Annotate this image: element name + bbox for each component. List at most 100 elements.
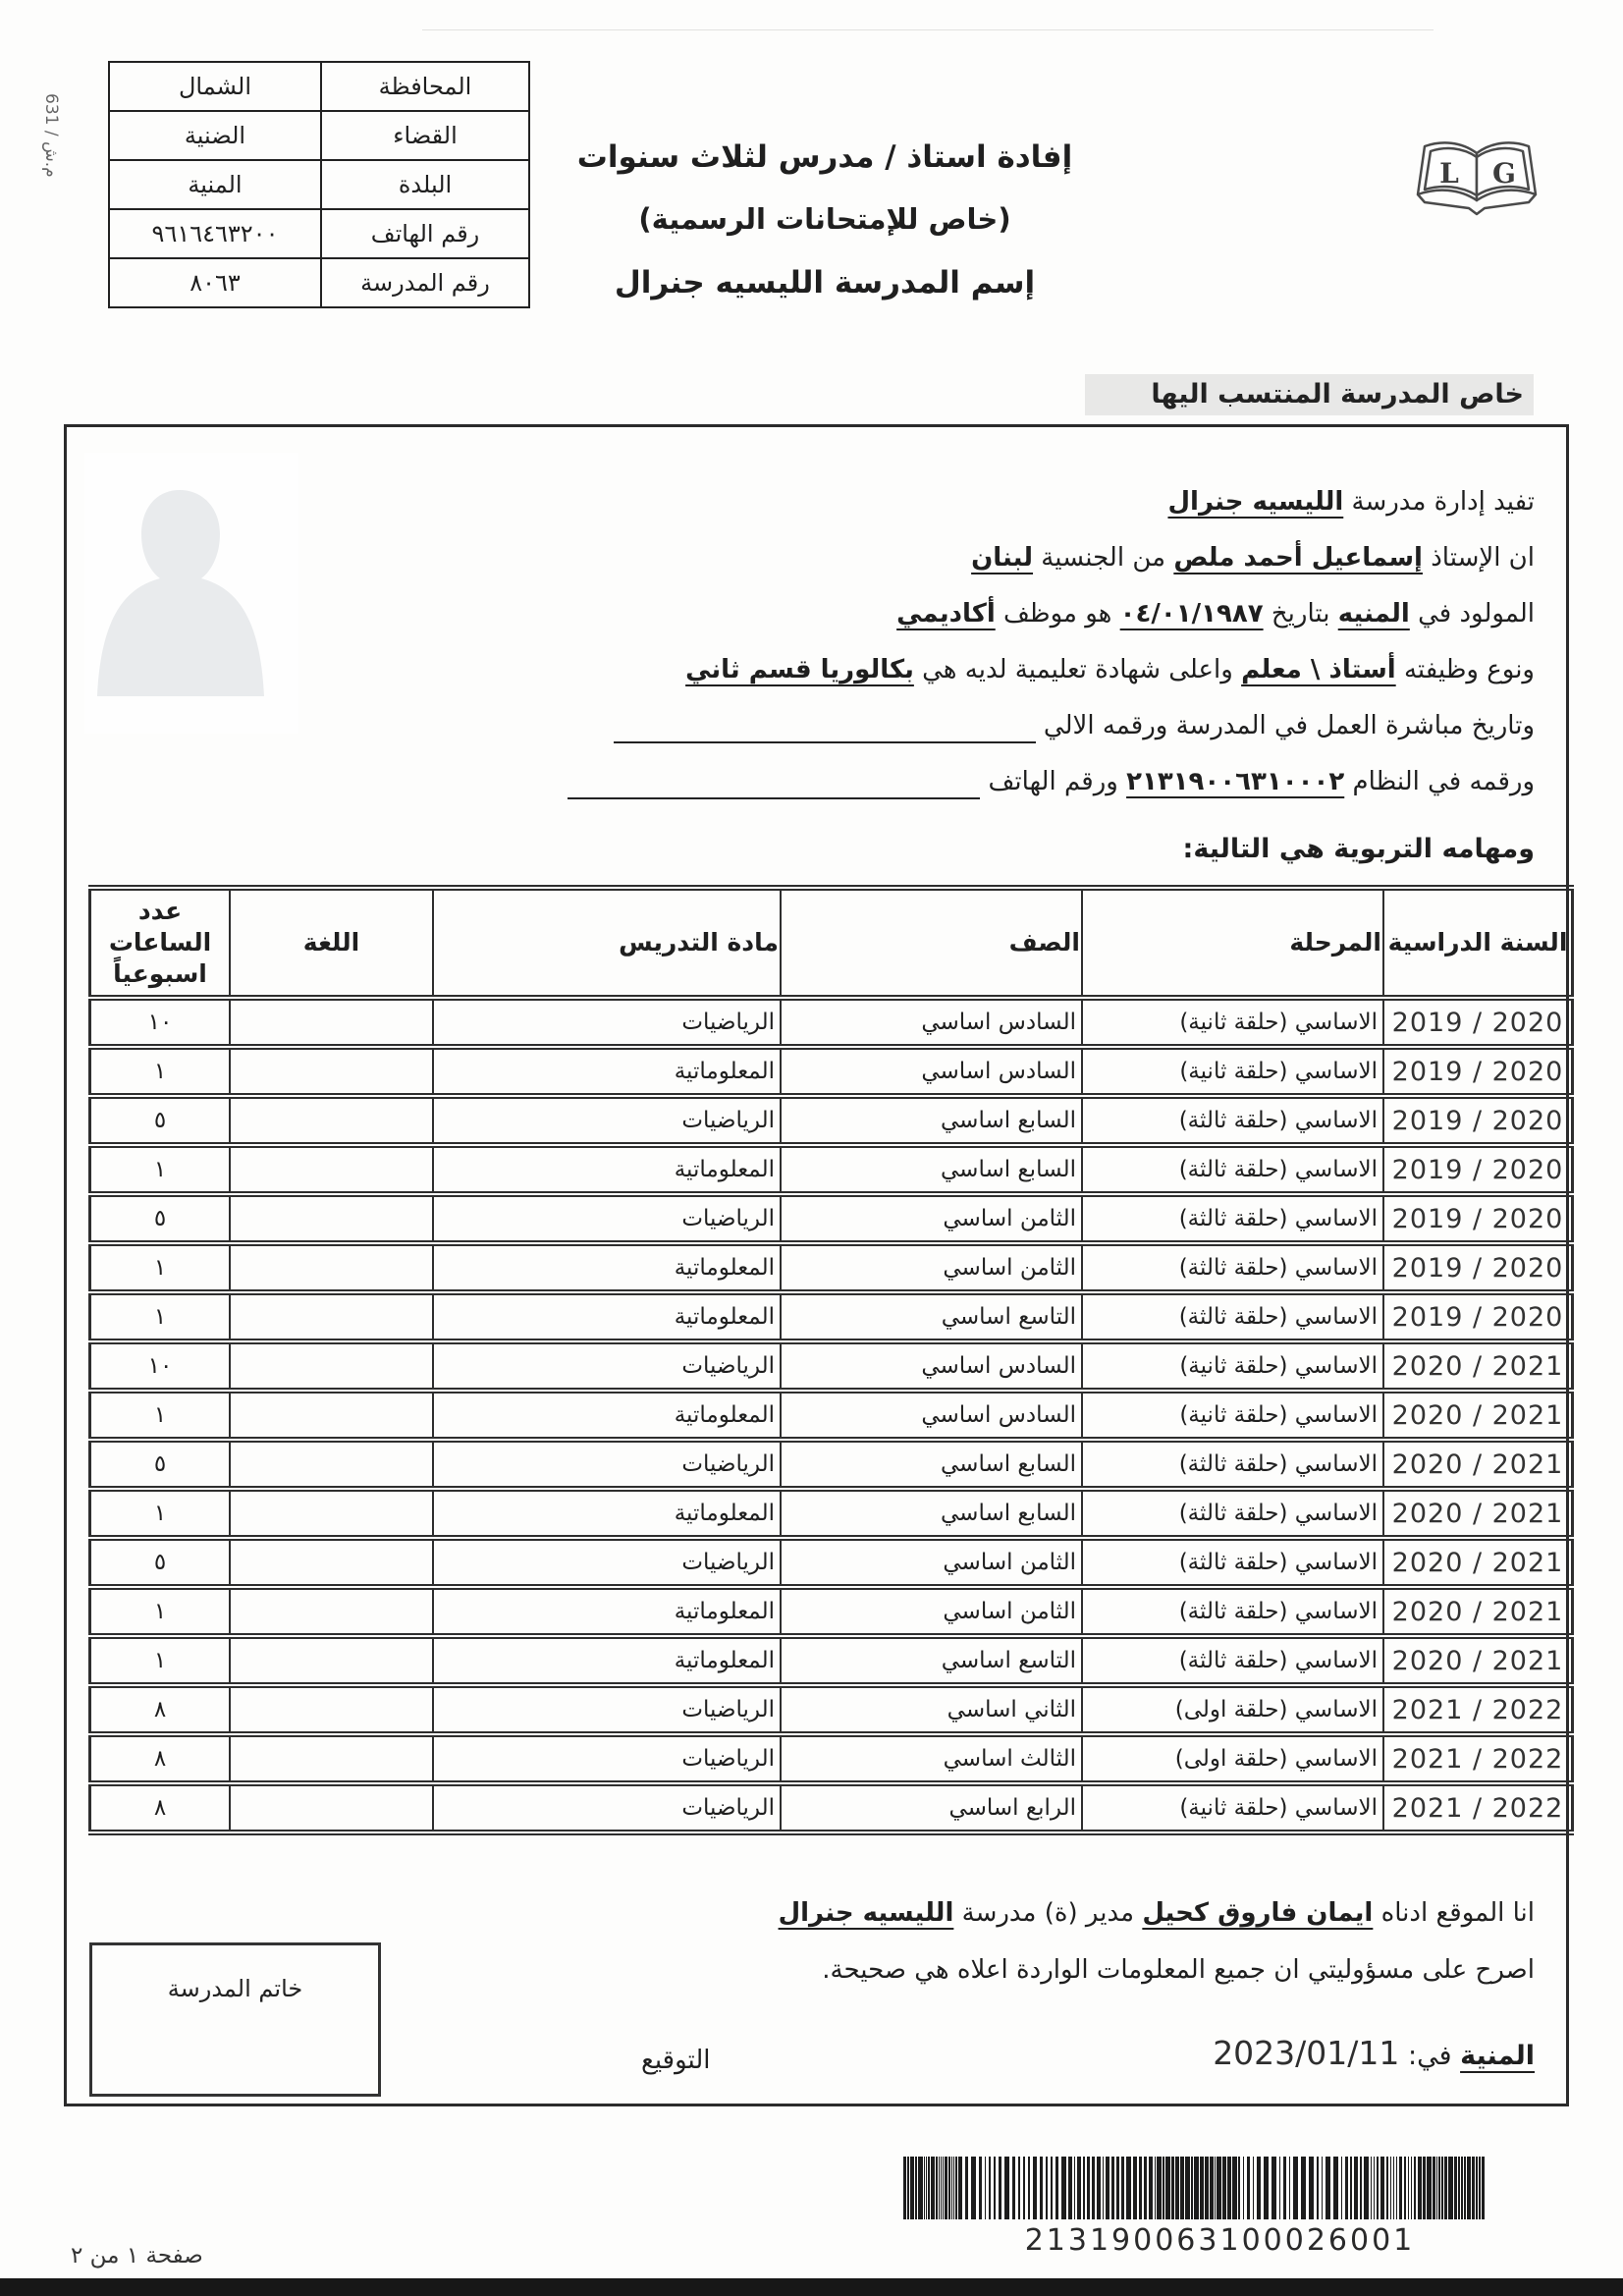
duty-cell-subject: المعلوماتية	[432, 1142, 782, 1197]
info-value: الشمال	[108, 61, 322, 112]
text-segment: لبنان	[971, 543, 1034, 573]
section-bar: خاص المدرسة المنتسب اليها	[1085, 374, 1534, 415]
info-value: المنية	[108, 159, 322, 210]
duty-cell-language	[229, 1682, 434, 1737]
duty-cell-weekly-hours: ١	[88, 1633, 231, 1688]
declaration-line: اصرح على مسؤوليتي ان جميع المعلومات الوا…	[523, 1941, 1535, 1998]
photo-placeholder	[84, 453, 298, 734]
duty-cell-year: 2020 / 2021	[1382, 1437, 1574, 1492]
text-segment: ٠٤/٠١/١٩٨٧	[1119, 599, 1264, 629]
logo-letter-g: G	[1492, 157, 1516, 190]
school-stamp-box: خاتم المدرسة	[89, 1942, 381, 2097]
duty-cell-stage: الاساسي (حلقة ثالثة)	[1081, 1142, 1384, 1197]
column-header-language: اللغة	[229, 885, 434, 1001]
scan-artifact-line	[422, 29, 1434, 30]
duty-cell-subject: الرياضيات	[432, 1191, 782, 1246]
text-segment: وتاريخ مباشرة العمل في المدرسة ورقمه الا…	[1035, 711, 1535, 740]
statement-line: ونوع وظيفته أستاذ \ معلم واعلى شهادة تعل…	[533, 642, 1535, 698]
duty-row: 2020 / 2021 الاساسي (حلقة ثالثة) السابع اس…	[88, 1437, 1574, 1492]
info-row: رقم المدرسة ٨٠٦٣	[108, 257, 530, 308]
duty-row: 2020 / 2021 الاساسي (حلقة ثالثة) الثامن اس…	[88, 1535, 1574, 1590]
duty-cell-class: الثامن اساسي	[780, 1584, 1083, 1639]
duty-cell-weekly-hours: ٥	[88, 1093, 231, 1148]
text-segment: المنيه	[1337, 599, 1410, 629]
text-segment: بكالوريا قسم ثاني	[685, 655, 914, 684]
duties-heading: ومهامه التربوية هي التالية:	[1182, 834, 1535, 864]
duty-cell-weekly-hours: ٥	[88, 1437, 231, 1492]
duty-cell-subject: المعلوماتية	[432, 1388, 782, 1443]
duty-cell-year: 2020 / 2021	[1382, 1339, 1574, 1394]
duty-row: 2021 / 2022 الاساسي (حلقة اولى) الثالث اسا…	[88, 1731, 1574, 1786]
duty-cell-class: الثامن اساسي	[780, 1535, 1083, 1590]
duty-cell-language	[229, 1535, 434, 1590]
text-segment: ورقم الهاتف	[980, 767, 1127, 796]
duty-cell-stage: الاساسي (حلقة ثانية)	[1081, 995, 1384, 1050]
duty-cell-language	[229, 1044, 434, 1099]
text-segment: ٢١٣١٩٠٠٦٣١٠٠٠٢	[1126, 767, 1345, 796]
blank-underline	[613, 716, 1036, 743]
duty-cell-subject: المعلوماتية	[432, 1486, 782, 1541]
text-segment: ايمان فاروق كحيل	[1142, 1898, 1374, 1928]
info-value: الضنية	[108, 110, 322, 161]
duty-cell-language	[229, 1289, 434, 1344]
text-segment: في:	[1399, 2041, 1461, 2071]
duty-row: 2019 / 2020 الاساسي (حلقة ثالثة) الثامن اس…	[88, 1191, 1574, 1246]
duty-row: 2019 / 2020 الاساسي (حلقة ثانية) السادس اس…	[88, 995, 1574, 1050]
duty-cell-class: السادس اساسي	[780, 1388, 1083, 1443]
column-header-weekly-hours: عدد الساعات اسبوعياً	[88, 885, 231, 1001]
title-block: إفادة استاذ / مدرس لثلاث سنوات (خاص للإم…	[530, 139, 1119, 301]
text-segment: ورقمه في النظام	[1344, 767, 1536, 796]
duty-cell-language	[229, 1191, 434, 1246]
duty-cell-weekly-hours: ٨	[88, 1731, 231, 1786]
text-segment: الليسيه جنرال	[778, 1898, 954, 1928]
duty-cell-subject: الرياضيات	[432, 1437, 782, 1492]
text-segment: اصرح على مسؤوليتي ان جميع المعلومات الوا…	[822, 1955, 1535, 1985]
duty-cell-subject: المعلوماتية	[432, 1240, 782, 1295]
duty-cell-weekly-hours: ١	[88, 1388, 231, 1443]
duty-cell-weekly-hours: ٨	[88, 1682, 231, 1737]
text-segment: 2023/01/11	[1213, 2034, 1400, 2072]
duty-cell-subject: الرياضيات	[432, 1731, 782, 1786]
info-table: المحافظة الشمال القضاء الضنية البلدة المنية رق…	[108, 61, 530, 308]
duty-row: 2020 / 2021 الاساسي (حلقة ثالثة) السابع اس…	[88, 1486, 1574, 1541]
duty-cell-class: الثاني اساسي	[780, 1682, 1083, 1737]
duty-row: 2020 / 2021 الاساسي (حلقة ثالثة) الثامن اس…	[88, 1584, 1574, 1639]
info-label: رقم المدرسة	[320, 257, 530, 308]
info-label: رقم الهاتف	[320, 208, 530, 259]
duty-cell-stage: الاساسي (حلقة ثالثة)	[1081, 1093, 1384, 1148]
duty-cell-class: السادس اساسي	[780, 1044, 1083, 1099]
duty-cell-weekly-hours: ١	[88, 1142, 231, 1197]
statement-line: وتاريخ مباشرة العمل في المدرسة ورقمه الا…	[533, 698, 1535, 754]
duty-cell-year: 2019 / 2020	[1382, 1142, 1574, 1197]
duty-cell-language	[229, 1093, 434, 1148]
logo-letter-l: L	[1439, 157, 1459, 190]
duty-row: 2019 / 2020 الاساسي (حلقة ثالثة) التاسع اس…	[88, 1289, 1574, 1344]
duty-cell-year: 2019 / 2020	[1382, 1289, 1574, 1344]
duty-cell-subject: الرياضيات	[432, 1682, 782, 1737]
text-segment: هو موظف	[995, 599, 1120, 629]
duty-cell-stage: الاساسي (حلقة ثالثة)	[1081, 1437, 1384, 1492]
duty-cell-stage: الاساسي (حلقة ثالثة)	[1081, 1584, 1384, 1639]
duty-cell-class: التاسع اساسي	[780, 1289, 1083, 1344]
info-label: القضاء	[320, 110, 530, 161]
info-value: ٨٠٦٣	[108, 257, 322, 308]
text-segment: إسماعيل أحمد ملص	[1173, 543, 1423, 573]
duty-cell-stage: الاساسي (حلقة ثانية)	[1081, 1339, 1384, 1394]
duty-cell-weekly-hours: ١	[88, 1584, 231, 1639]
duty-cell-weekly-hours: ١٠	[88, 995, 231, 1050]
info-value: ٩٦١٦٤٦٣٢٠٠	[108, 208, 322, 259]
duty-cell-class: الثامن اساسي	[780, 1191, 1083, 1246]
duty-cell-language	[229, 995, 434, 1050]
duty-cell-year: 2021 / 2022	[1382, 1682, 1574, 1737]
duty-cell-language	[229, 1240, 434, 1295]
school-logo-icon: L G	[1412, 130, 1542, 218]
duty-cell-class: الثامن اساسي	[780, 1240, 1083, 1295]
duty-cell-subject: المعلوماتية	[432, 1584, 782, 1639]
signature-label: التوقيع	[641, 2046, 711, 2075]
duties-header-row: السنة الدراسية المرحلة الصف مادة التدريس الل…	[88, 885, 1574, 1001]
duty-row: 2021 / 2022 الاساسي (حلقة ثانية) الرابع اس…	[88, 1780, 1574, 1835]
text-segment: المنية	[1460, 2041, 1535, 2071]
duty-row: 2021 / 2022 الاساسي (حلقة اولى) الثاني اسا…	[88, 1682, 1574, 1737]
statement-line: المولود في المنيه بتاريخ ٠٤/٠١/١٩٨٧ هو م…	[533, 586, 1535, 642]
